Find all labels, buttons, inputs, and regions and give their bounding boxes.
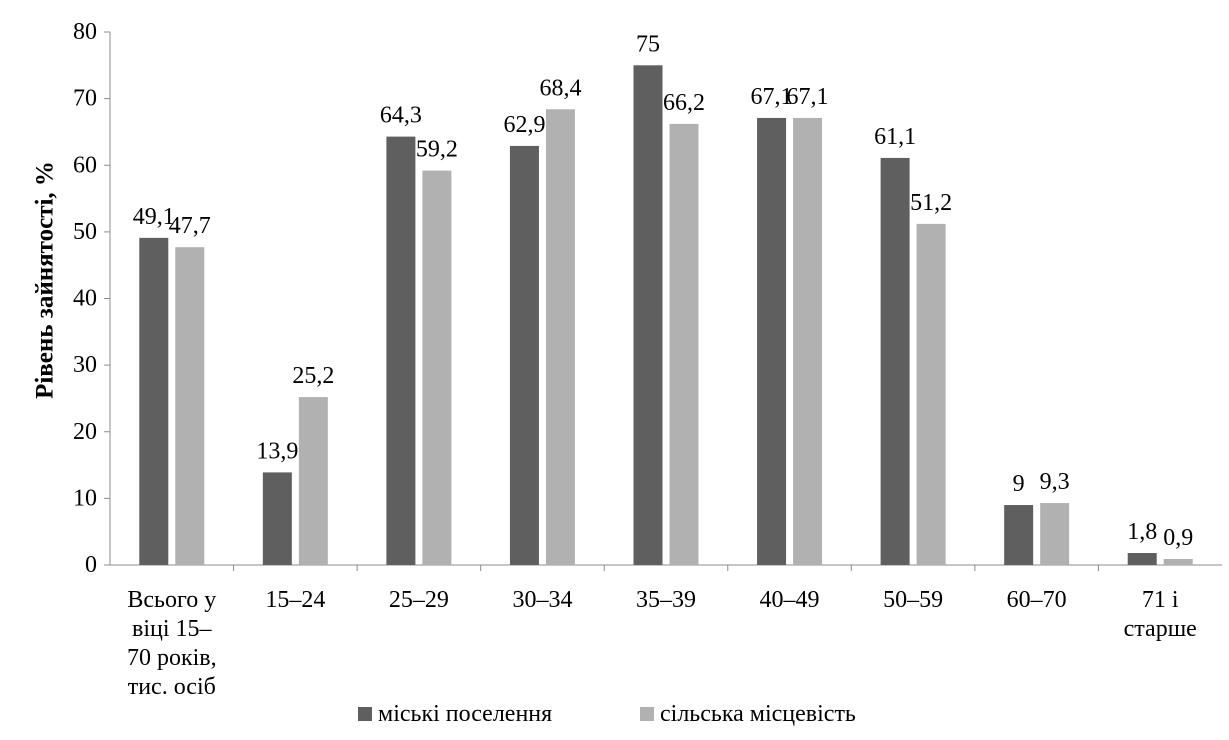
data-label: 66,2 [663,90,705,116]
data-label: 62,9 [503,112,545,138]
legend: міські поселення сільська місцевість [358,701,856,727]
bar [509,145,539,565]
axes: 0 10 20 30 40 50 60 70 80 [73,19,1222,578]
data-label: 9 [1013,471,1025,497]
bar [916,223,946,565]
y-tick-label: 80 [73,19,97,45]
legend-label: сільська місцевість [660,701,856,727]
bar [386,136,416,565]
y-tick-label: 20 [73,419,97,445]
category-labels: Всього у віці 15– 70 років, тис. осіб 15–24 2… [127,587,1197,700]
bar [1127,553,1157,565]
bar [545,109,575,565]
bar [175,247,205,566]
legend-swatch [358,707,372,721]
bar [793,117,823,565]
legend-label: міські поселення [378,701,552,727]
bar [633,65,663,565]
bar [669,123,699,565]
y-tick-label: 30 [73,352,97,378]
data-label: 49,1 [133,204,175,230]
data-label: 59,2 [416,137,458,163]
category-label: 71 і старше [1124,587,1197,642]
data-label: 1,8 [1127,519,1157,545]
y-tick-label: 0 [85,552,97,578]
bar [298,397,328,565]
data-label: 13,9 [256,438,298,464]
y-axis-title: Рівень зайнятості, % [32,161,59,399]
y-tick-label: 60 [73,152,97,178]
bar [1040,503,1070,565]
category-label: 25–29 [389,587,449,613]
bar [1163,559,1193,565]
y-tick-label: 40 [73,286,97,312]
data-label: 25,2 [292,363,334,389]
category-label: 40–49 [760,587,820,613]
y-tick-label: 50 [73,219,97,245]
data-labels: 49,147,7 13,9 25,2 64,3 59,2 62,9 68,4 75 66,2 67… [133,31,1193,551]
category-label: 60–70 [1007,587,1067,613]
bar [880,157,910,565]
y-tick-label: 10 [73,485,97,511]
y-tick-label: 70 [73,86,97,112]
data-label: 61,1 [874,124,916,150]
category-label: 35–39 [636,587,696,613]
bar [757,117,787,565]
bar [262,472,292,565]
category-label: 15–24 [265,587,325,613]
bar [422,170,452,565]
data-label: 0,9 [1163,525,1193,551]
bar [139,237,169,565]
bar [1004,505,1034,565]
legend-swatch [640,707,654,721]
data-label: 51,2 [910,190,952,216]
data-label: 75 [636,31,660,57]
bars [139,65,1193,566]
data-label: 67,1 [787,84,829,110]
category-label: 30–34 [512,587,572,613]
data-label: 67,1 [751,84,793,110]
data-label: 64,3 [380,103,422,129]
category-label: Всього у віці 15– 70 років, тис. осіб [127,587,217,700]
data-label: 68,4 [539,75,581,101]
category-label: 50–59 [883,587,943,613]
data-label: 47,7 [169,213,211,239]
data-label: 9,3 [1040,469,1070,495]
